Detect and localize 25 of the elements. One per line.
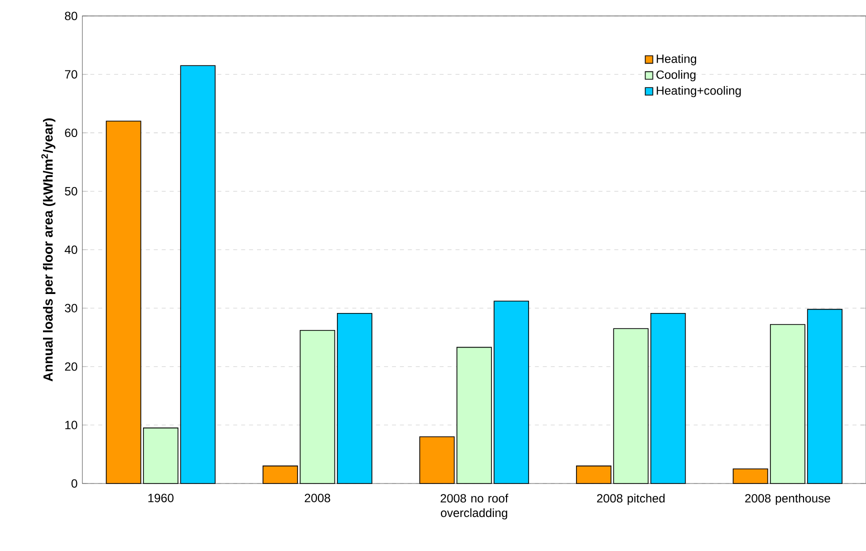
bar <box>300 330 336 484</box>
bar <box>262 465 298 484</box>
y-tick-label: 70 <box>65 70 78 79</box>
y-axis-title: Annual loads per floor area (kWh/m$^{2}$/year) <box>41 118 56 382</box>
legend-label: Cooling <box>656 70 696 82</box>
x-tick-label: 2008 penthouse <box>745 494 830 505</box>
x-tick-label: 2008 <box>304 494 330 502</box>
y-tick-label: 20 <box>65 362 78 371</box>
y-tick-label: 80 <box>64 12 78 20</box>
x-tick-label: 2008 pitched <box>597 494 665 505</box>
bar <box>650 312 686 484</box>
y-tick-label: 40 <box>64 245 78 254</box>
legend-label: Heating+cooling <box>656 86 741 98</box>
y-tick-label: 10 <box>65 420 78 430</box>
y-tick-label: 60 <box>65 128 78 137</box>
legend-label: Heating <box>656 54 696 66</box>
y-tick-label: 50 <box>64 186 78 196</box>
x-tick-label: 1960 <box>148 494 174 502</box>
bar <box>106 120 142 484</box>
bar <box>732 468 768 484</box>
y-tick-label: 30 <box>64 304 78 312</box>
bar <box>419 436 455 484</box>
y-tick-label: 0 <box>72 479 78 488</box>
bar <box>336 312 372 484</box>
x-tick-label: 2008 no roof overcladding <box>440 494 508 520</box>
